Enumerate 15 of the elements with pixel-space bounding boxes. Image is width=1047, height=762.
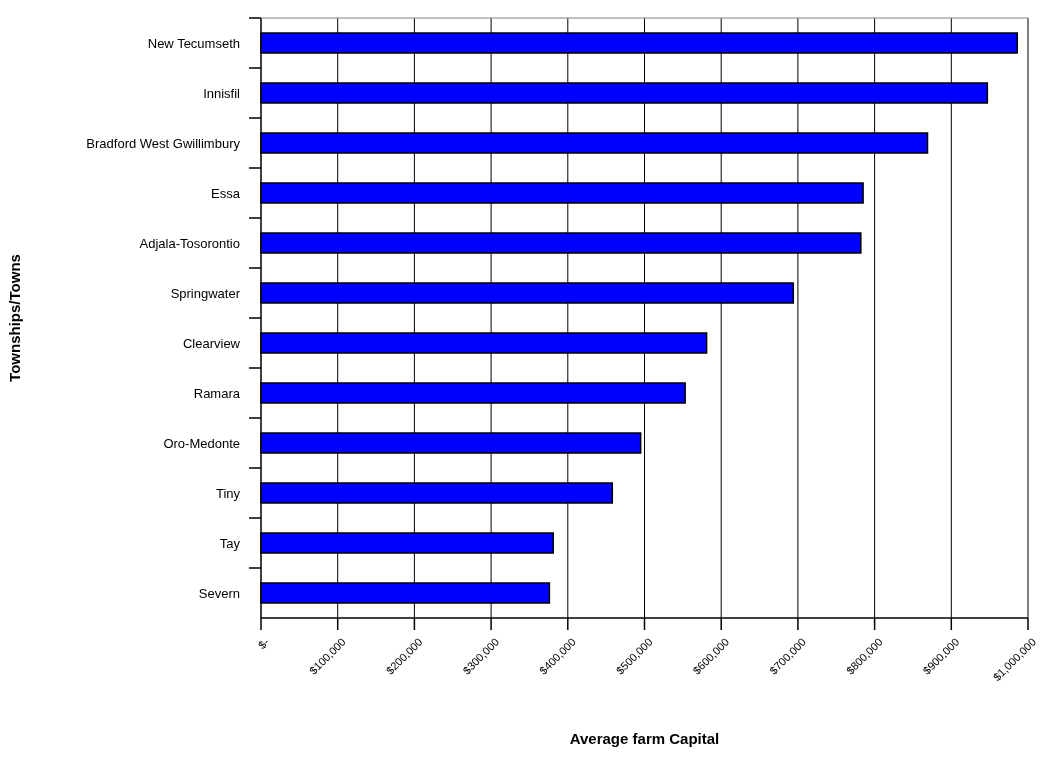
y-tick-label: Severn [198, 585, 240, 601]
y-tick-label: Innisfil [203, 85, 241, 101]
y-tick-label: New Tecumseth [147, 35, 240, 51]
y-tick-label: Essa [211, 185, 241, 201]
x-axis-title: Average farm Capital [569, 730, 720, 747]
y-tick-label: Springwater [170, 285, 241, 301]
y-tick-label: Tay [219, 535, 241, 551]
y-tick-label: Adjala-Tosorontio [139, 235, 240, 251]
x-tick-label: $- [255, 635, 272, 652]
y-tick-label: Clearview [182, 335, 241, 351]
y-axis-title: Townships/Towns [6, 254, 23, 382]
y-tick-label: Ramara [193, 385, 241, 401]
y-tick-label: Bradford West Gwillimbury [86, 135, 241, 151]
y-tick-label: Tiny [215, 485, 241, 501]
y-tick-label: Oro-Medonte [163, 435, 240, 451]
